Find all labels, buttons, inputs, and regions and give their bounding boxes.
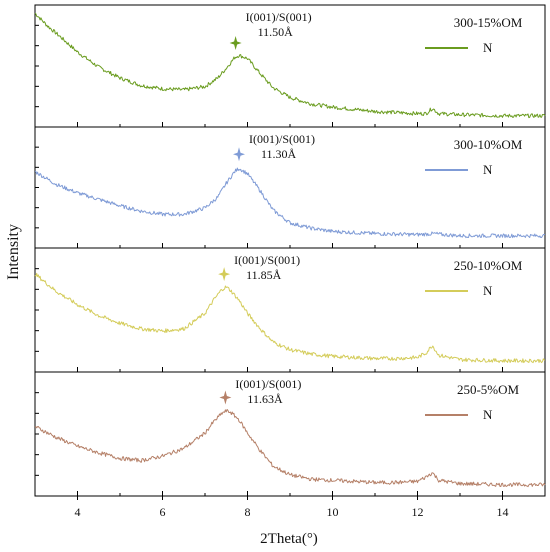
chart-panel: I(001)/S(001)11.50Å 300-15%OM N [34,4,546,128]
series-line-N [34,272,546,364]
panel-title: 250-10%OM [454,258,523,273]
x-tick-label: 8 [245,505,251,519]
chart-panel: I(001)/S(001)11.63Å 250-5%OM N [34,371,546,497]
peak-star-icon [218,267,231,282]
peak-label: I(001)/S(001) [235,377,301,391]
peak-star-icon [233,147,245,162]
series-line-N [34,408,546,488]
legend-label: N [483,40,493,55]
d-spacing-label: 11.30Å [261,147,297,161]
panel-title: 300-15%OM [454,15,523,30]
d-spacing-label: 11.63Å [247,392,283,406]
panel-title: 250-5%OM [457,382,520,397]
series-line-N [34,167,546,239]
peak-star-icon [229,36,242,51]
chart-panel: I(001)/S(001)11.85Å 250-10%OM N [34,247,546,373]
chart-panel: I(001)/S(001)11.30Å 300-10%OM N [34,126,546,249]
peak-star-icon [219,390,232,405]
x-tick-label: 12 [412,505,424,519]
d-spacing-label: 11.50Å [258,25,294,39]
x-axis: 4 6 8 10 12 14 [75,496,509,519]
x-tick-label: 6 [160,505,166,519]
legend-label: N [483,162,493,177]
series-line-N [34,12,546,119]
chart-panels: I(001)/S(001)11.50Å300-15%OMNI(001)/S(00… [34,4,546,497]
y-axis-label: Intensity [5,224,22,280]
d-spacing-label: 11.85Å [246,268,282,282]
peak-label: I(001)/S(001) [246,10,312,24]
x-tick-label: 14 [497,505,509,519]
x-tick-label: 10 [327,505,339,519]
peak-label: I(001)/S(001) [234,253,300,267]
panel-title: 300-10%OM [454,137,523,152]
legend-label: N [483,283,493,298]
x-axis-label: 2Theta(°) [260,531,318,547]
peak-label: I(001)/S(001) [249,132,315,146]
legend-label: N [483,407,493,422]
x-tick-label: 4 [75,505,81,519]
